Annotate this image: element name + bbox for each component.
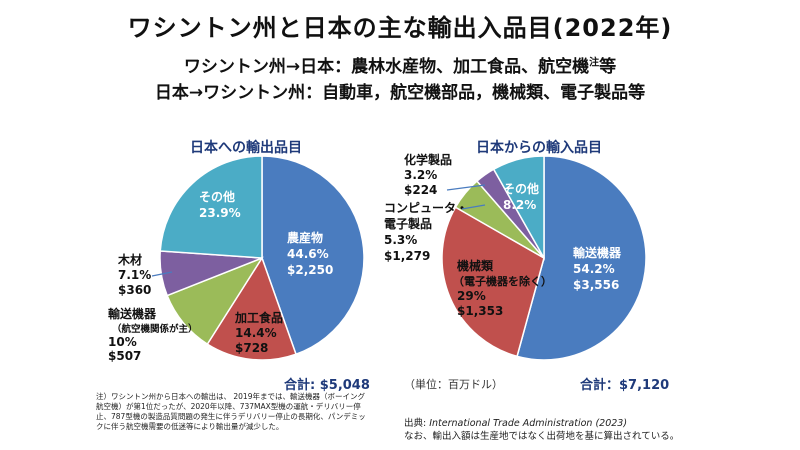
leader-chem — [446, 184, 486, 191]
label-other-imp: その他 — [503, 181, 539, 196]
label-transport-imp: 輸送機器 — [573, 245, 622, 260]
subtitle-exports: ワシントン州→日本：農林水産物、加工食品、航空機注等 — [0, 52, 800, 77]
subtitle-exports-text: ワシントン州→日本：農林水産物、加工食品、航空機 — [183, 57, 590, 77]
label-computers-2: 電子製品 — [384, 216, 432, 231]
unit-label: （単位：百万ドル） — [404, 378, 503, 391]
leader-computers — [461, 204, 486, 210]
total-exports: 合計: $5,048 — [284, 378, 370, 393]
label-chem: 化学製品 — [404, 152, 452, 167]
label-other-imp-pct: 8.2% — [503, 198, 536, 212]
pie-slice — [261, 155, 365, 356]
label-transport-imp-pct: 54.2% — [573, 262, 615, 276]
pie-slice — [206, 256, 297, 361]
label-chem-val: $224 — [404, 183, 437, 197]
label-timber: 木材 — [117, 252, 142, 267]
pie-slice — [492, 155, 545, 261]
label-agri-pct: 44.6% — [287, 247, 329, 261]
chart-title-imports: 日本からの輸入品目 — [476, 140, 602, 156]
label-agri: 農産物 — [287, 230, 323, 245]
label-computers-1: コンピュータ・ — [384, 201, 468, 215]
label-transport-imp-val: $3,556 — [573, 278, 619, 292]
label-transport: 輸送機器 — [108, 306, 157, 321]
subtitle-imports: 日本→ワシントン州：自動車，航空機部品，機械類、電子製品等 — [154, 83, 646, 103]
label-processed-val: $728 — [235, 341, 268, 355]
pie-imports — [441, 155, 647, 361]
footnote: 注）ワシントン州から日本への輸出は、 2019年までは、輸送機器（ボーイング航空… — [96, 392, 366, 432]
label-transport-sub: （航空機関係が主） — [112, 323, 198, 335]
total-imports: 合計：$7,120 — [580, 378, 670, 393]
pie-slice — [159, 155, 263, 259]
label-processed-pct: 14.4% — [235, 326, 277, 340]
label-other-pct: 23.9% — [199, 206, 241, 220]
label-other: その他 — [199, 189, 235, 204]
pie-slice — [516, 155, 647, 361]
source-note: なお、輸出入額は生産地ではなく出荷地を基に算出されている。 — [404, 430, 680, 442]
source-prefix: 出典: — [404, 418, 430, 429]
pie-exports — [159, 155, 365, 361]
leader-timber — [151, 271, 173, 277]
label-processed: 加工食品 — [234, 310, 283, 325]
label-machinery-pct: 29% — [457, 289, 486, 303]
source: 出典: International Trade Administration (… — [404, 418, 784, 444]
label-transport-val: $507 — [108, 349, 141, 363]
label-machinery-val: $1,353 — [457, 304, 503, 318]
label-machinery: 機械類 — [457, 258, 494, 273]
label-timber-val: $360 — [118, 283, 151, 297]
subtitle-exports-end: 等 — [599, 57, 617, 77]
label-computers-val: $1,279 — [384, 249, 430, 263]
label-machinery-sub: （電子機器を除く） — [453, 274, 552, 288]
label-chem-pct: 3.2% — [404, 168, 437, 182]
page-title: ワシントン州と日本の主な輸出入品目(2022年) — [127, 14, 673, 42]
source-name: International Trade Administration (2023… — [429, 418, 628, 429]
note-marker: 注 — [589, 57, 600, 69]
label-timber-pct: 7.1% — [118, 268, 151, 282]
label-transport-pct: 10% — [108, 335, 137, 349]
label-agri-val: $2,250 — [287, 263, 333, 277]
chart-title-exports: 日本への輸出品目 — [190, 140, 302, 156]
pie-slice — [441, 206, 545, 358]
label-computers-pct: 5.3% — [384, 233, 417, 247]
